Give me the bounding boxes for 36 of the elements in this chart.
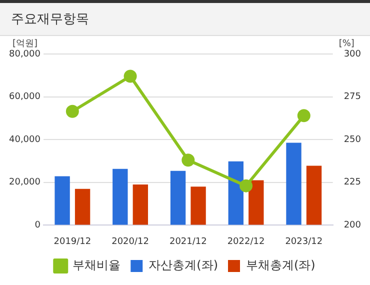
point	[66, 104, 79, 118]
x-tick-label: 2019/12	[54, 236, 92, 247]
bar	[54, 176, 70, 225]
bar	[170, 170, 186, 225]
x-tick-label: 2022/12	[227, 236, 265, 247]
y-tick-label: 80,000	[8, 49, 41, 60]
y-tick-label: 60,000	[8, 92, 41, 102]
bar	[190, 186, 206, 225]
bar	[112, 168, 128, 225]
bar	[286, 142, 302, 225]
y2-tick-label: 300	[344, 49, 362, 60]
y2-tick-label: 200	[344, 220, 362, 231]
bar	[74, 188, 90, 225]
chart-title: 주요재무항목	[0, 0, 370, 36]
y-tick-label: 0	[34, 220, 41, 231]
x-tick-label: 2023/12	[285, 236, 323, 247]
x-tick-label: 2020/12	[112, 236, 149, 247]
y2-axis-title: [%]	[338, 38, 354, 49]
bar	[132, 184, 148, 225]
point	[297, 109, 310, 122]
bar	[306, 166, 322, 225]
y2-tick-label: 225	[344, 178, 362, 188]
point	[182, 154, 195, 167]
point	[240, 179, 253, 192]
y-tick-label: 40,000	[8, 134, 41, 145]
x-tick-label: 2021/12	[169, 236, 207, 247]
legend-label: 자산총계(좌)	[148, 258, 218, 272]
y2-tick-label: 275	[344, 92, 362, 102]
point	[124, 70, 137, 83]
y-axis-title: [억원]	[12, 38, 38, 49]
y2-tick-label: 250	[344, 134, 362, 145]
bar	[248, 180, 264, 225]
y-tick-label: 20,000	[8, 178, 41, 188]
legend-label: 부채총계(좌)	[246, 258, 316, 272]
bar	[228, 161, 244, 225]
legend-label: 부채비율	[72, 258, 121, 272]
